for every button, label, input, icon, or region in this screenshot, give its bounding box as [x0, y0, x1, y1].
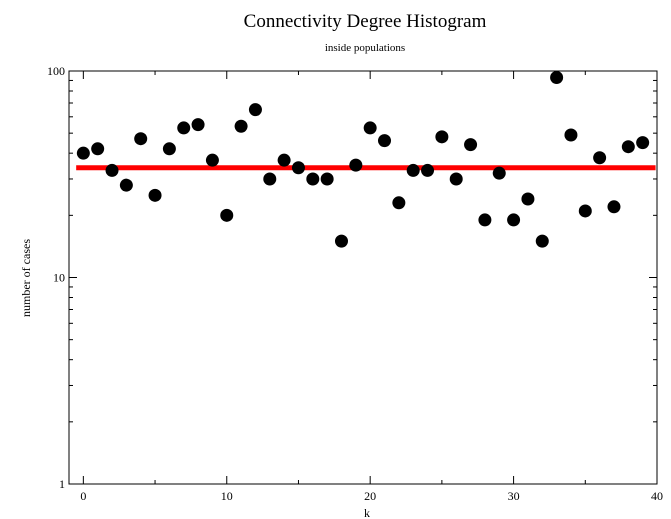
- chart-title: Connectivity Degree Histogram: [244, 11, 487, 32]
- x-axis-label: k: [364, 506, 370, 519]
- data-point: [277, 153, 291, 167]
- data-point: [478, 213, 492, 227]
- data-point: [349, 158, 363, 172]
- data-point: [464, 138, 478, 152]
- x-axis-tick-labels: 0 10 20 30 40: [80, 489, 663, 503]
- data-point: [76, 146, 90, 160]
- y-tick-label: 100: [47, 64, 65, 78]
- data-point: [564, 128, 578, 142]
- data-point: [578, 204, 592, 218]
- data-point: [535, 234, 549, 248]
- x-tick-label: 20: [364, 489, 376, 503]
- data-point: [91, 142, 105, 156]
- data-point: [320, 172, 334, 186]
- data-point: [406, 163, 420, 177]
- data-point: [234, 119, 248, 133]
- data-point: [248, 103, 262, 117]
- data-point: [148, 188, 162, 202]
- data-point: [291, 161, 305, 175]
- data-point: [306, 172, 320, 186]
- data-point: [607, 200, 621, 214]
- data-point: [177, 121, 191, 135]
- x-tick-label: 30: [508, 489, 520, 503]
- data-point: [134, 132, 148, 146]
- x-tick-label: 10: [221, 489, 233, 503]
- data-point: [263, 172, 277, 186]
- data-point: [621, 140, 635, 154]
- y-axis-label: number of cases: [19, 239, 33, 317]
- x-tick-label: 0: [80, 489, 86, 503]
- data-point: [205, 153, 219, 167]
- data-point: [363, 121, 377, 135]
- data-point: [191, 118, 205, 132]
- data-point: [119, 178, 133, 192]
- data-point: [421, 163, 435, 177]
- y-tick-label: 1: [59, 477, 65, 491]
- data-point: [334, 234, 348, 248]
- data-point: [550, 71, 564, 85]
- data-point: [449, 172, 463, 186]
- chart-subtitle: inside populations: [325, 42, 405, 54]
- data-point: [521, 192, 535, 206]
- data-point: [507, 213, 521, 227]
- x-tick-label: 40: [651, 489, 663, 503]
- data-point: [392, 196, 406, 210]
- data-point: [162, 142, 176, 156]
- data-point: [105, 163, 119, 177]
- data-point: [220, 208, 234, 222]
- y-axis-tick-labels: 1 10 100: [47, 64, 65, 491]
- y-axis-ticks: [69, 70, 657, 485]
- data-point: [378, 134, 392, 148]
- y-tick-label: 10: [53, 271, 65, 285]
- data-point: [435, 130, 449, 144]
- data-point: [492, 166, 506, 180]
- data-point: [636, 136, 650, 150]
- series-layer: [76, 71, 656, 248]
- data-point: [593, 151, 607, 165]
- x-axis-ticks: [82, 71, 658, 484]
